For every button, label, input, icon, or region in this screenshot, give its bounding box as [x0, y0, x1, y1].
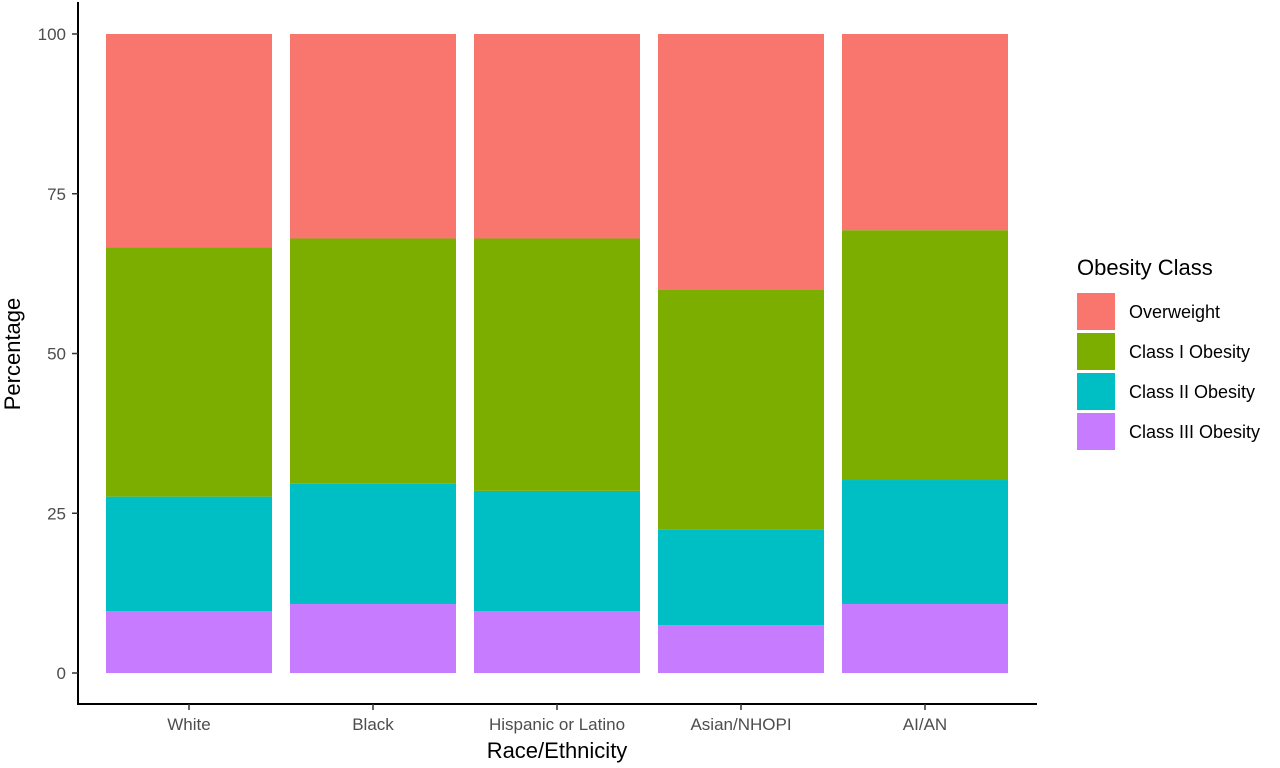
bar-hispanic-or-latino-overweight: [474, 34, 640, 239]
y-ticks: 0 25 50 75 100: [38, 25, 78, 683]
bar-black-class-i-obesity: [290, 238, 456, 484]
legend-swatch-overweight: [1077, 293, 1115, 330]
bar-black-class-iii-obesity: [290, 603, 456, 673]
bar-ai-an-overweight: [842, 34, 1008, 231]
y-tick-label: 25: [47, 504, 66, 523]
x-tick-label: Asian/NHOPI: [690, 715, 791, 734]
bar-white-class-iii-obesity: [106, 611, 272, 673]
y-tick-label: 0: [57, 664, 66, 683]
bar-white-class-ii-obesity: [106, 496, 272, 612]
bar-ai-an-class-i-obesity: [842, 230, 1008, 481]
bar-asian-nhopi-overweight: [658, 34, 824, 290]
bar-asian-nhopi-class-i-obesity: [658, 289, 824, 530]
y-axis-title: Percentage: [0, 298, 25, 411]
legend-label-class-iii-obesity: Class III Obesity: [1129, 422, 1260, 442]
legend: Obesity Class Overweight Class I Obesity C…: [1077, 255, 1260, 450]
legend-swatch-class-iii-obesity: [1077, 413, 1115, 450]
bar-asian-nhopi-class-iii-obesity: [658, 625, 824, 673]
x-tick-label: White: [167, 715, 210, 734]
y-tick-label: 100: [38, 25, 66, 44]
bars-layer: [106, 34, 1008, 673]
bar-asian-nhopi-class-ii-obesity: [658, 529, 824, 626]
x-ticks: White Black Hispanic or Latino Asian/NHOPI A…: [167, 704, 947, 734]
bar-ai-an-class-ii-obesity: [842, 480, 1008, 604]
x-tick-label: AI/AN: [903, 715, 947, 734]
x-axis-title: Race/Ethnicity: [487, 738, 628, 763]
bar-black-overweight: [290, 34, 456, 239]
legend-label-overweight: Overweight: [1129, 302, 1220, 322]
legend-title: Obesity Class: [1077, 255, 1213, 280]
legend-label-class-i-obesity: Class I Obesity: [1129, 342, 1250, 362]
bar-ai-an-class-iii-obesity: [842, 603, 1008, 673]
bar-hispanic-or-latino-class-i-obesity: [474, 238, 640, 491]
bar-white-overweight: [106, 34, 272, 248]
bar-white-class-i-obesity: [106, 247, 272, 497]
y-tick-label: 50: [47, 345, 66, 364]
legend-swatch-class-i-obesity: [1077, 333, 1115, 370]
legend-swatch-class-ii-obesity: [1077, 373, 1115, 410]
x-tick-label: Black: [352, 715, 394, 734]
x-tick-label: Hispanic or Latino: [489, 715, 625, 734]
y-tick-label: 75: [47, 185, 66, 204]
legend-label-class-ii-obesity: Class II Obesity: [1129, 382, 1255, 402]
bar-black-class-ii-obesity: [290, 483, 456, 604]
bar-hispanic-or-latino-class-ii-obesity: [474, 490, 640, 612]
bar-hispanic-or-latino-class-iii-obesity: [474, 611, 640, 673]
